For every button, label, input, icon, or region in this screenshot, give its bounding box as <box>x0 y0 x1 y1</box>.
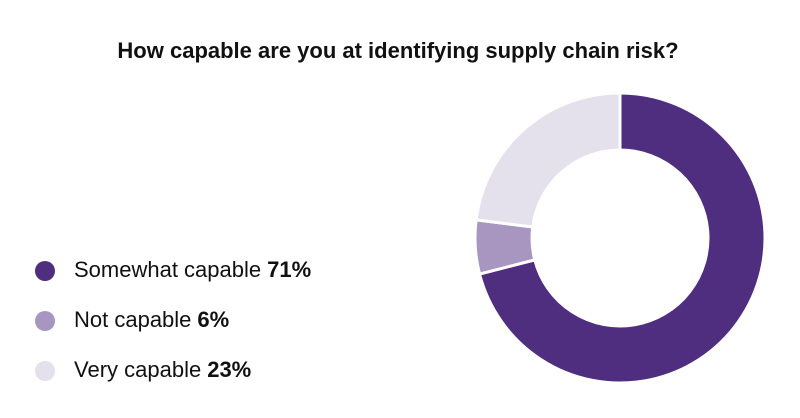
donut-slice <box>477 91 767 385</box>
chart-title: How capable are you at identifying suppl… <box>117 38 678 63</box>
legend-label: Somewhat capable <box>74 257 261 282</box>
donut-slice <box>474 91 622 229</box>
legend-value: 71% <box>267 257 311 282</box>
legend-value: 23% <box>207 357 251 382</box>
legend-entry: Very capable 23% <box>74 357 251 382</box>
legend-entry: Not capable 6% <box>74 307 229 332</box>
legend-label: Not capable <box>74 307 191 332</box>
legend-marker <box>35 261 55 281</box>
legend-value: 6% <box>197 307 229 332</box>
legend-label: Very capable <box>74 357 201 382</box>
legend-marker <box>35 311 55 331</box>
legend-entry: Somewhat capable 71% <box>74 257 311 282</box>
legend-marker <box>35 361 55 381</box>
